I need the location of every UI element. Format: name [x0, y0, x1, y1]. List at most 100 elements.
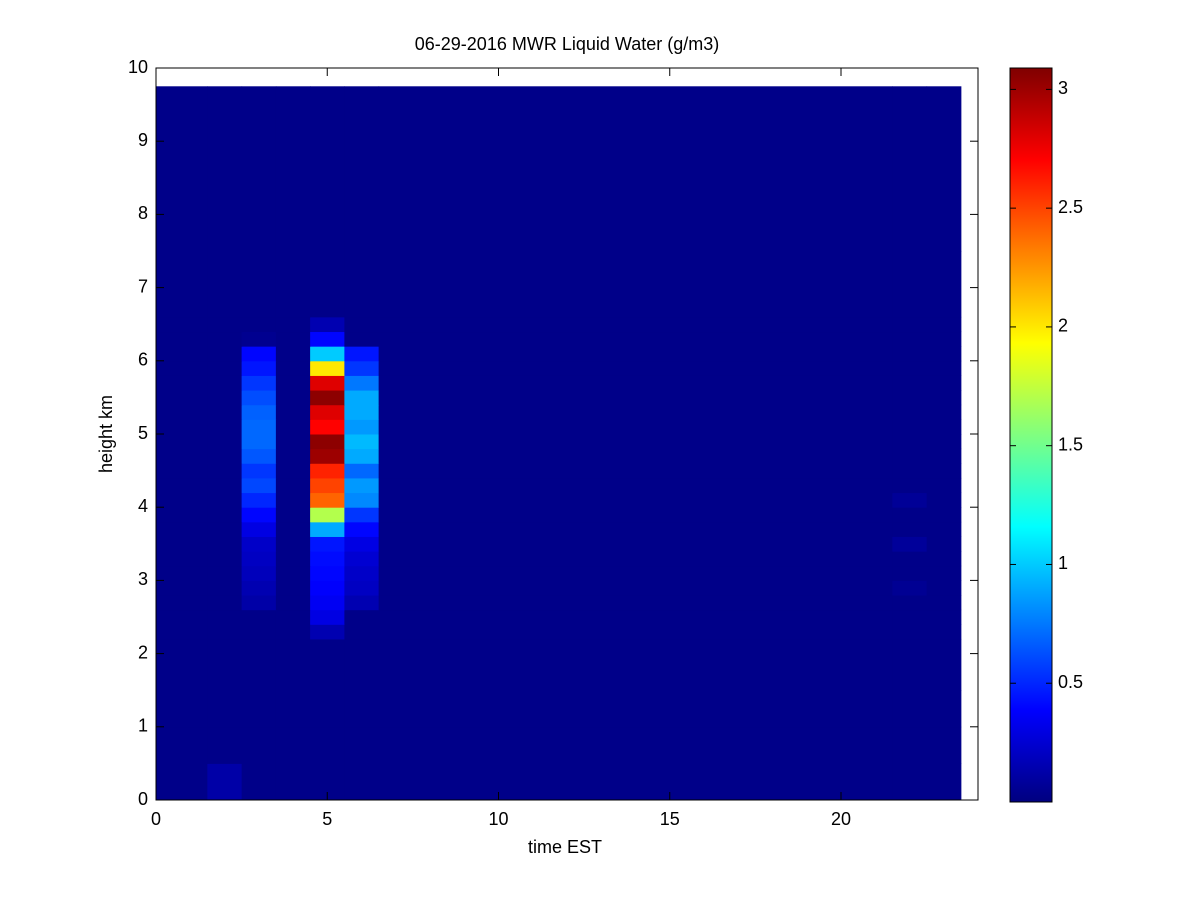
colorbar-tick-label: 1.5 [1058, 434, 1083, 454]
heatmap-cell [892, 507, 928, 523]
heatmap-cell [926, 609, 962, 625]
heatmap-cell [241, 251, 277, 318]
heatmap-cell [892, 690, 928, 728]
heatmap-cell [892, 346, 928, 362]
heatmap-cell [207, 463, 243, 479]
heatmap-cell [275, 580, 311, 596]
heatmap-cell [241, 763, 277, 801]
heatmap-cell [926, 360, 962, 376]
heatmap-cell [310, 477, 345, 494]
y-tick-label: 10 [128, 57, 148, 77]
heatmap-cell [926, 390, 962, 406]
heatmap-cell [156, 763, 208, 801]
heatmap-cell [892, 565, 928, 581]
x-tick-label: 5 [322, 809, 332, 829]
heatmap-cell [344, 251, 380, 318]
heatmap-cell [378, 609, 893, 625]
heatmap-cell [892, 551, 928, 567]
heatmap-cell [275, 521, 311, 537]
heatmap-cell [207, 86, 243, 252]
heatmap-cell [156, 346, 208, 362]
heatmap-cell [892, 448, 928, 464]
heatmap-cell [378, 434, 893, 450]
heatmap-cell [926, 477, 962, 494]
heatmap-cell [378, 551, 893, 567]
heatmap-cell [156, 404, 208, 420]
heatmap-cell [207, 346, 243, 362]
y-tick-label: 5 [138, 423, 148, 443]
heatmap-cell [275, 390, 311, 406]
heatmap-cell [156, 419, 208, 435]
heatmap-cell [378, 726, 893, 764]
heatmap-cell [310, 521, 345, 537]
heatmap-cell [926, 565, 962, 581]
heatmap-cell [207, 507, 243, 523]
heatmap-cell [378, 580, 893, 596]
heatmap-cell [241, 331, 277, 347]
heatmap-cell [892, 375, 928, 391]
heatmap-cell [207, 595, 243, 611]
heatmap-cell [378, 690, 893, 728]
colorbar-tick-label: 2.5 [1058, 197, 1083, 217]
heatmap-cell [310, 360, 345, 376]
heatmap-cell [310, 507, 345, 523]
x-tick-label: 20 [831, 809, 851, 829]
heatmap-cell [275, 565, 311, 581]
heatmap-cell [344, 536, 380, 552]
heatmap-cell [207, 624, 243, 640]
heatmap-cell [310, 375, 345, 391]
heatmap-cell [892, 86, 928, 252]
heatmap-cell [275, 360, 311, 376]
heatmap-cell [344, 360, 380, 376]
heatmap-cell [892, 316, 928, 333]
heatmap-cell [156, 726, 208, 764]
heatmap-cell [207, 251, 243, 318]
heatmap-cell [310, 404, 345, 420]
heatmap-cell [207, 492, 243, 508]
heatmap-cell [207, 565, 243, 581]
heatmap-cell [156, 316, 208, 333]
heatmap-cell [241, 609, 277, 625]
heatmap-cell [378, 624, 893, 640]
heatmap-cell [926, 331, 962, 347]
heatmap-cell [892, 477, 928, 494]
heatmap-cell [207, 609, 243, 625]
heatmap-cell [378, 419, 893, 435]
heatmap-cell [926, 492, 962, 508]
x-tick-label: 10 [488, 809, 508, 829]
x-axis-label: time EST [528, 837, 602, 857]
heatmap-cell [156, 492, 208, 508]
heatmap-cell [207, 390, 243, 406]
heatmap-cell [241, 521, 277, 537]
heatmap-cell [310, 251, 345, 318]
heatmap-cell [310, 316, 345, 333]
heatmap-cell [275, 595, 311, 611]
heatmap-cell [207, 448, 243, 464]
heatmap-cell [241, 624, 277, 640]
heatmap-cell [344, 763, 380, 801]
heatmap-cell [310, 331, 345, 347]
heatmap-cell [275, 251, 311, 318]
heatmap-cell [156, 86, 208, 252]
heatmap-cell [275, 763, 311, 801]
heatmap-cell [207, 404, 243, 420]
heatmap-cell [310, 448, 345, 464]
heatmap-cell [241, 86, 277, 252]
heatmap-cell [378, 477, 893, 494]
heatmap-cell [207, 360, 243, 376]
heatmap-cell [344, 507, 380, 523]
heatmap-cell [241, 565, 277, 581]
heatmap-cell [378, 375, 893, 391]
heatmap-cell [310, 595, 345, 611]
y-tick-label: 6 [138, 350, 148, 370]
heatmap-cell [892, 331, 928, 347]
heatmap-cell [156, 360, 208, 376]
heatmap-cell [926, 551, 962, 567]
colorbar-tick-label: 3 [1058, 78, 1068, 98]
heatmap-cell [344, 390, 380, 406]
heatmap-cell [156, 521, 208, 537]
heatmap-cell [344, 624, 380, 640]
heatmap-cell [926, 690, 962, 728]
heatmap-cell [241, 390, 277, 406]
